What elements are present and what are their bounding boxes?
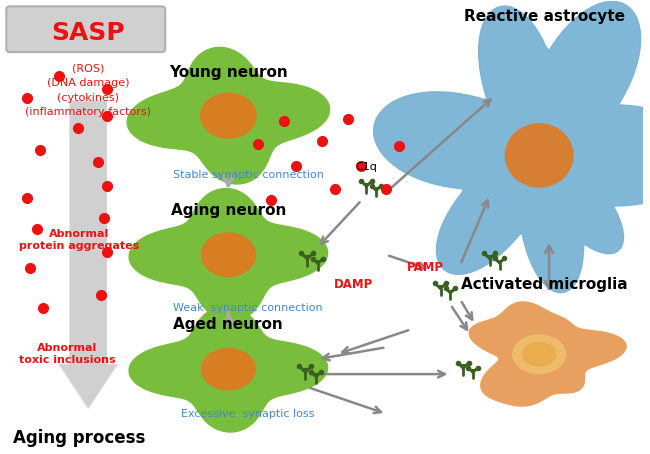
Text: C1q: C1q: [356, 163, 378, 173]
Text: Weak  synaptic connection: Weak synaptic connection: [174, 302, 323, 312]
Text: Young neuron: Young neuron: [169, 65, 288, 80]
Ellipse shape: [512, 334, 566, 374]
Polygon shape: [469, 302, 626, 406]
FancyArrow shape: [58, 101, 118, 409]
Text: Activated microglia: Activated microglia: [461, 277, 627, 292]
Ellipse shape: [200, 93, 257, 139]
Text: SASP: SASP: [51, 21, 125, 45]
Polygon shape: [129, 306, 328, 432]
Ellipse shape: [522, 342, 556, 367]
Text: Stable synaptic connection: Stable synaptic connection: [173, 170, 324, 180]
Ellipse shape: [504, 123, 574, 188]
Text: DAMP: DAMP: [334, 278, 373, 291]
Text: Abnormal
toxic inclusions: Abnormal toxic inclusions: [19, 343, 116, 365]
Polygon shape: [127, 47, 330, 184]
Text: Excessive  synaptic loss: Excessive synaptic loss: [181, 409, 315, 419]
Text: Abnormal
protein aggregates: Abnormal protein aggregates: [19, 229, 139, 251]
Ellipse shape: [201, 348, 256, 390]
Polygon shape: [129, 188, 328, 321]
Text: PAMP: PAMP: [407, 261, 444, 274]
Text: Aging process: Aging process: [13, 429, 146, 447]
Text: Reactive astrocyte: Reactive astrocyte: [463, 9, 625, 24]
FancyBboxPatch shape: [6, 6, 165, 52]
Ellipse shape: [201, 232, 256, 277]
Text: Aging neuron: Aging neuron: [171, 202, 286, 217]
Text: Aged neuron: Aged neuron: [174, 317, 283, 332]
Polygon shape: [374, 1, 650, 293]
Text: (ROS)
(DNA damage)
(cytokines)
(inflammatory factors): (ROS) (DNA damage) (cytokines) (inflamma…: [25, 63, 151, 118]
